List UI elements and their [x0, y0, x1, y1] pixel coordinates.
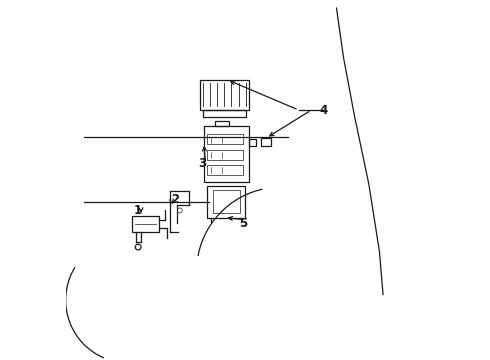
Bar: [203, 110, 245, 117]
Bar: [248, 139, 256, 146]
Text: 1: 1: [133, 204, 142, 217]
Text: 4: 4: [320, 104, 328, 117]
Bar: [261, 138, 271, 146]
Bar: [213, 190, 240, 213]
Text: 5: 5: [239, 216, 247, 230]
Text: 3: 3: [198, 157, 206, 170]
Bar: [207, 149, 243, 159]
Bar: [200, 80, 248, 110]
Text: 2: 2: [171, 193, 179, 206]
Bar: [204, 126, 248, 182]
Bar: [215, 121, 229, 126]
Bar: [207, 186, 245, 218]
Bar: [207, 165, 243, 175]
Bar: [207, 134, 243, 144]
Bar: [132, 216, 159, 232]
